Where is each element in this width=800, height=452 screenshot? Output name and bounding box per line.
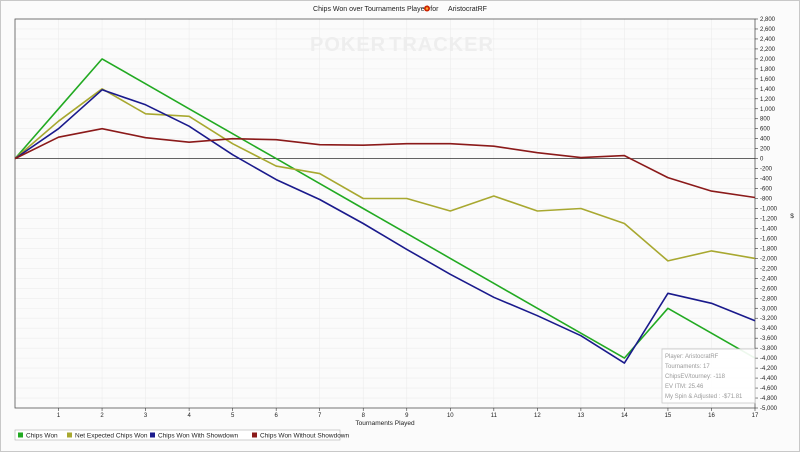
x-tick-label: 14 bbox=[621, 413, 628, 419]
tooltip-line: My Spin & Adjusted : -$71.81 bbox=[665, 394, 743, 400]
y-tick-label: -4,600 bbox=[760, 386, 778, 392]
x-tick-label: 4 bbox=[187, 413, 191, 419]
chart-title: Chips Won over Tournaments Played for Ar… bbox=[313, 6, 487, 13]
y-tick-label: 0 bbox=[760, 157, 764, 163]
y-tick-label: -4,000 bbox=[760, 356, 778, 362]
x-tick-label: 8 bbox=[362, 413, 366, 419]
watermark-left: POKER bbox=[310, 34, 386, 56]
series-line bbox=[14, 88, 756, 262]
pokertracker-watermark: POKER TRACKER bbox=[310, 34, 494, 56]
y-tick-label: -3,600 bbox=[760, 336, 778, 342]
legend-swatch bbox=[67, 432, 72, 438]
legend-swatch bbox=[150, 432, 155, 438]
plot-border bbox=[14, 18, 756, 409]
legend-item[interactable]: Chips Won bbox=[18, 432, 58, 440]
y-tick-label: -2,800 bbox=[760, 296, 778, 302]
tooltip-line: Player: AristocratRF bbox=[665, 354, 719, 360]
x-tick-label: 10 bbox=[447, 413, 454, 419]
y-tick-label: 2,200 bbox=[760, 47, 776, 53]
watermark-right: TRACKER bbox=[389, 34, 494, 56]
tooltip-line: EV ITM: 25.46 bbox=[665, 384, 704, 390]
x-tick-label: 11 bbox=[491, 413, 498, 419]
legend-item[interactable]: Chips Won With Showdown bbox=[150, 432, 238, 440]
y-tick-label: 600 bbox=[760, 127, 771, 133]
x-tick-label: 5 bbox=[231, 413, 235, 419]
y-tick-label: -800 bbox=[760, 197, 773, 203]
player-name: AristocratRF bbox=[448, 6, 487, 13]
x-tick-label: 6 bbox=[275, 413, 279, 419]
x-tick-label: 13 bbox=[578, 413, 585, 419]
x-tick-label: 12 bbox=[534, 413, 541, 419]
y-tick-label: 1,200 bbox=[760, 97, 776, 103]
y-tick-label: 2,800 bbox=[760, 17, 776, 23]
y-tick-label: -2,400 bbox=[760, 276, 778, 282]
y-tick-label: 800 bbox=[760, 117, 771, 123]
tooltip-line: ChipsEV/tourney: -118 bbox=[665, 374, 726, 380]
legend-label: Chips Won With Showdown bbox=[158, 433, 238, 440]
y-tick-label: -2,000 bbox=[760, 256, 778, 262]
y-tick-label: -2,200 bbox=[760, 266, 778, 272]
legend-item[interactable]: Net Expected Chips Won bbox=[67, 432, 148, 440]
y-tick-label: 2,400 bbox=[760, 37, 776, 43]
y-tick-label: -4,200 bbox=[760, 366, 778, 372]
legend-label: Chips Won Without Showdown bbox=[260, 433, 350, 440]
x-tick-label: 15 bbox=[665, 413, 672, 419]
y-tick-label: -200 bbox=[760, 167, 773, 173]
y-tick-label: -1,600 bbox=[760, 236, 778, 242]
y-tick-label: -1,200 bbox=[760, 216, 778, 222]
y-tick-label: -3,800 bbox=[760, 346, 778, 352]
x-tick-label: 1 bbox=[57, 413, 61, 419]
series-line bbox=[14, 127, 756, 199]
legend-swatch bbox=[18, 432, 23, 438]
legend-label: Net Expected Chips Won bbox=[75, 433, 148, 440]
x-tick-label: 7 bbox=[318, 413, 322, 419]
y-tick-label: 1,600 bbox=[760, 77, 776, 83]
tooltip-line: Tournaments: 17 bbox=[665, 364, 710, 370]
y-tick-label: -2,600 bbox=[760, 286, 778, 292]
y-tick-label: -5,000 bbox=[760, 406, 778, 412]
y-tick-label: -1,000 bbox=[760, 207, 778, 213]
legend-swatch bbox=[252, 432, 257, 438]
legend bbox=[14, 429, 341, 441]
legend-label: Chips Won bbox=[26, 433, 58, 440]
series-line bbox=[14, 89, 756, 364]
y-tick-label: -1,800 bbox=[760, 246, 778, 252]
x-tick-label: 3 bbox=[144, 413, 148, 419]
pokerstars-icon bbox=[424, 5, 430, 12]
x-tick-label: 17 bbox=[752, 413, 759, 419]
y-axis-label: $ bbox=[790, 213, 794, 220]
y-tick-label: 400 bbox=[760, 137, 771, 143]
y-tick-label: -4,400 bbox=[760, 376, 778, 382]
y-tick-label: -4,800 bbox=[760, 396, 778, 402]
hover-tooltip bbox=[661, 348, 756, 404]
y-tick-label: 1,000 bbox=[760, 107, 776, 113]
y-tick-label: 1,400 bbox=[760, 87, 776, 93]
x-axis-label: Tournaments Played bbox=[355, 420, 415, 427]
y-tick-label: -3,400 bbox=[760, 326, 778, 332]
y-tick-label: 2,600 bbox=[760, 27, 776, 33]
x-tick-label: 9 bbox=[405, 413, 409, 419]
y-tick-label: 2,000 bbox=[760, 57, 776, 63]
y-tick-label: -400 bbox=[760, 177, 773, 183]
y-tick-label: -3,200 bbox=[760, 316, 778, 322]
chart-title-text: Chips Won over Tournaments Played for bbox=[313, 6, 440, 13]
y-tick-label: 200 bbox=[760, 147, 771, 153]
y-tick-label: -3,000 bbox=[760, 306, 778, 312]
x-tick-label: 2 bbox=[100, 413, 104, 419]
x-tick-label: 16 bbox=[708, 413, 715, 419]
y-tick-label: -1,400 bbox=[760, 226, 778, 232]
y-tick-label: 1,800 bbox=[760, 67, 776, 73]
series-line bbox=[14, 58, 756, 359]
legend-item[interactable]: Chips Won Without Showdown bbox=[252, 432, 350, 440]
y-tick-label: -600 bbox=[760, 187, 773, 193]
